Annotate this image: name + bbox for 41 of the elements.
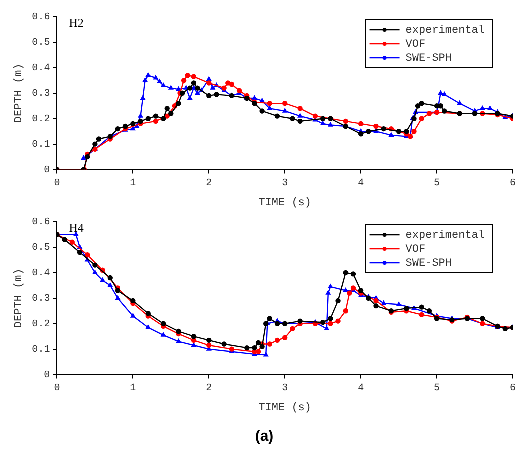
legend-label: SWE-SPH xyxy=(406,52,452,65)
x-tick-label: 0 xyxy=(54,178,60,190)
x-tick-label: 2 xyxy=(206,383,212,394)
x-axis-title: TIME (s) xyxy=(258,197,312,210)
x-tick-label: 6 xyxy=(510,383,516,394)
x-tick-label: 1 xyxy=(130,178,136,190)
y-tick-label: 0.6 xyxy=(32,12,50,24)
legend-label: SWE-SPH xyxy=(406,258,452,270)
annotation: H2 xyxy=(69,16,84,30)
x-axis-title: TIME (s) xyxy=(258,402,312,414)
y-tick-label: 0.3 xyxy=(32,89,50,100)
y-tick-label: 0.1 xyxy=(32,140,50,151)
x-tick-label: 4 xyxy=(358,383,364,394)
y-axis-title: DEPTH (m) xyxy=(14,64,26,124)
y-tick-label: 0.3 xyxy=(32,294,50,306)
y-tick-label: 0.4 xyxy=(32,268,50,280)
y-tick-label: 0.5 xyxy=(32,38,50,50)
y-tick-label: 0.5 xyxy=(32,243,50,254)
y-tick-label: 0 xyxy=(44,370,50,382)
legend-label: VOF xyxy=(406,38,426,51)
x-tick-label: 4 xyxy=(358,178,364,190)
y-axis-title: DEPTH (m) xyxy=(14,268,26,328)
x-tick-label: 2 xyxy=(206,178,212,190)
x-tick-label: 5 xyxy=(434,178,440,190)
y-tick-label: 0.2 xyxy=(32,114,50,126)
y-tick-label: 0.4 xyxy=(32,64,50,75)
legend-label: VOF xyxy=(406,244,426,256)
y-tick-label: 0.1 xyxy=(32,344,50,356)
x-tick-label: 5 xyxy=(434,383,440,394)
y-tick-label: 0.6 xyxy=(32,218,50,229)
x-tick-label: 3 xyxy=(282,383,288,394)
text: (a) xyxy=(254,428,275,445)
legend-label: experimental xyxy=(406,230,486,242)
y-tick-label: 0 xyxy=(44,165,50,176)
annotation: H4 xyxy=(69,221,84,236)
legend-label: experimental xyxy=(406,24,486,37)
x-tick-label: 0 xyxy=(54,383,60,394)
y-tick-label: 0.2 xyxy=(32,320,50,331)
x-tick-label: 1 xyxy=(130,383,136,394)
x-tick-label: 6 xyxy=(510,178,516,190)
x-tick-label: 3 xyxy=(282,178,288,190)
